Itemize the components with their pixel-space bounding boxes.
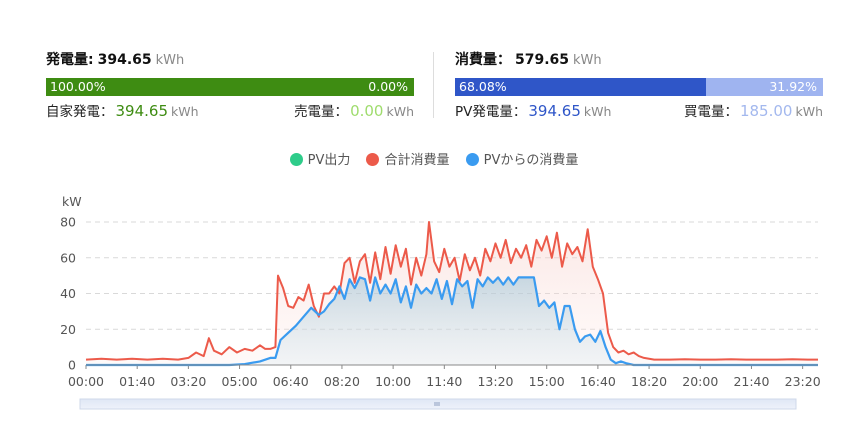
generation-label: 発電量: (46, 52, 94, 68)
x-tick-label: 03:20 (170, 374, 206, 389)
x-tick-label: 18:20 (631, 374, 667, 389)
self-generation-value: 394.65 (115, 102, 169, 120)
consumption-bar-pv (455, 78, 706, 96)
pv-generation: PV発電量： 394.65 kWh (455, 100, 611, 120)
bought-electricity: 買電量： 185.00 kWh (684, 100, 823, 120)
sold-unit: kWh (386, 104, 414, 119)
generation-value: 394.65 (97, 52, 152, 68)
x-tick-label: 08:20 (324, 374, 360, 389)
generation-summary: 発電量: 394.65 kWh 100.00% 0.00% 自家発電： 394.65 k… (46, 50, 414, 120)
y-tick-label: 60 (60, 250, 76, 265)
x-tick-label: 05:00 (222, 374, 258, 389)
x-tick-label: 06:40 (273, 374, 309, 389)
consumption-value: 579.65 (515, 52, 570, 68)
x-tick-label: 15:00 (529, 374, 565, 389)
consumption-breakdown: PV発電量： 394.65 kWh 買電量： 185.00 kWh (455, 100, 823, 120)
chart-legend: PV出力 合計消費量 PVからの消費量 (0, 149, 868, 168)
generation-headline: 発電量: 394.65 kWh (46, 50, 414, 72)
consumption-unit: kWh (573, 53, 602, 68)
y-tick-label: 0 (68, 358, 76, 373)
x-tick-label: 13:20 (477, 374, 513, 389)
generation-bar-self (46, 78, 414, 96)
pv-generation-value: 394.65 (528, 102, 581, 120)
legend-dot-total-consumption (366, 153, 380, 166)
x-axis-ticks: 00:00 01:40 03:20 05:00 06:40 08:20 10:00 11:40… (68, 365, 821, 389)
y-axis-unit: kW (62, 194, 82, 209)
legend-label-total-consumption: 合計消費量 (384, 153, 450, 168)
consumption-summary: 消費量： 579.65 kWh 68.08% 31.92% PV発電量： 394.65… (455, 50, 823, 120)
bought-value: 185.00 (739, 102, 793, 120)
x-tick-label: 00:00 (68, 374, 104, 389)
generation-unit: kWh (155, 53, 185, 68)
x-tick-label: 21:40 (733, 374, 769, 389)
legend-dot-pv-output (289, 153, 303, 166)
legend-label-pv-output: PV出力 (307, 153, 351, 168)
consumption-bar-bought (706, 78, 823, 96)
consumption-bought-pct: 31.92% (769, 79, 817, 94)
pv-generation-label: PV発電量： (455, 104, 527, 120)
x-tick-label: 20:00 (682, 374, 718, 389)
series-area-total-consumption (86, 222, 818, 365)
legend-item-pv-output[interactable]: PV出力 (289, 149, 351, 168)
x-tick-label: 16:40 (580, 374, 616, 389)
consumption-bar: 68.08% 31.92% (455, 78, 823, 96)
series-line-consumption-from-pv (86, 276, 818, 367)
y-tick-label: 80 (60, 215, 76, 230)
grid-lines (86, 221, 818, 330)
sold-value: 0.00 (350, 102, 384, 120)
zoom-slider-track[interactable] (79, 398, 797, 410)
panel-divider (433, 52, 434, 118)
consumption-label: 消費量： (455, 52, 511, 68)
bought-unit: kWh (795, 104, 823, 119)
y-axis-ticks: 0 20 40 60 80 (60, 215, 76, 373)
generation-self-pct: 100.00% (50, 79, 106, 94)
x-tick-label: 23:20 (785, 374, 821, 389)
self-generation-label: 自家発電： (46, 104, 114, 120)
legend-item-total-consumption[interactable]: 合計消費量 (366, 149, 450, 168)
consumption-headline: 消費量： 579.65 kWh (455, 50, 823, 72)
zoom-slider-grip-icon[interactable] (434, 402, 440, 406)
sold-label: 売電量： (294, 104, 349, 120)
legend-dot-consumption-from-pv (465, 153, 479, 166)
x-tick-label: 01:40 (119, 374, 155, 389)
consumption-pv-pct: 68.08% (459, 79, 507, 94)
x-tick-label: 11:40 (426, 374, 462, 389)
legend-item-consumption-from-pv[interactable]: PVからの消費量 (465, 149, 579, 168)
pv-generation-unit: kWh (583, 104, 612, 119)
y-tick-label: 20 (60, 322, 76, 337)
series-line-total-consumption (85, 221, 818, 361)
generation-sold-pct: 0.00% (368, 79, 408, 94)
self-generation-unit: kWh (171, 104, 199, 119)
sold-electricity: 売電量： 0.00 kWh (294, 100, 414, 120)
bought-label: 買電量： (683, 104, 738, 120)
legend-label-consumption-from-pv: PVからの消費量 (483, 153, 579, 168)
generation-bar: 100.00% 0.00% (46, 78, 414, 96)
series-area-consumption-from-pv (86, 277, 818, 365)
y-tick-label: 40 (60, 286, 76, 301)
self-generation: 自家発電： 394.65 kWh (46, 100, 199, 120)
x-tick-label: 10:00 (375, 374, 411, 389)
generation-breakdown: 自家発電： 394.65 kWh 売電量： 0.00 kWh (46, 100, 414, 120)
